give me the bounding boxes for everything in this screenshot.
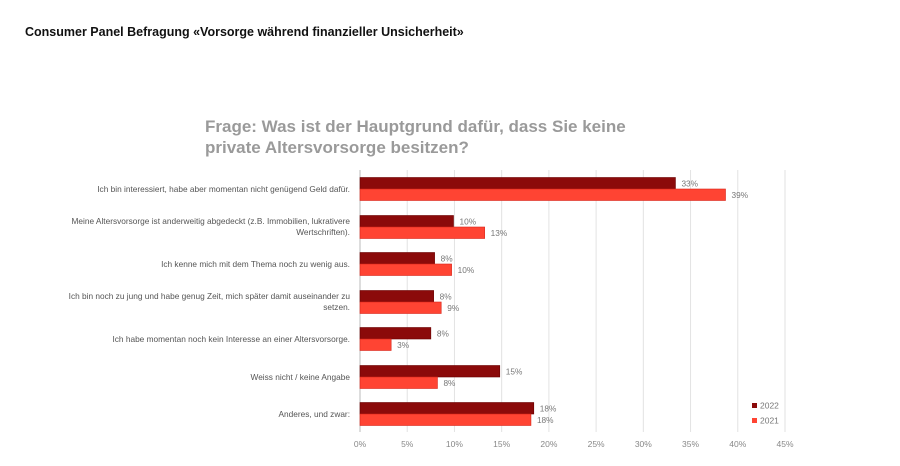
- bar-2022: [359, 402, 535, 415]
- bar-2022: [359, 365, 501, 378]
- bar-2022: [359, 215, 454, 228]
- category-label: Anderes, und zwar:: [278, 408, 350, 419]
- data-label: 15%: [506, 366, 523, 376]
- bar-2021: [359, 338, 392, 351]
- x-tick-label: 30%: [635, 439, 652, 449]
- x-tick-label: 35%: [682, 439, 699, 449]
- legend-swatch-2022: [752, 403, 757, 408]
- x-tick-label: 45%: [776, 439, 793, 449]
- data-label: 33%: [681, 178, 698, 188]
- category-label: Ich kenne mich mit dem Thema noch zu wen…: [161, 258, 350, 269]
- data-label: 18%: [537, 415, 554, 425]
- x-tick-label: 10%: [446, 439, 463, 449]
- legend-label: 2022: [760, 401, 779, 411]
- bar-2022: [359, 177, 676, 190]
- bar-2021: [359, 188, 726, 201]
- data-label: 3%: [397, 340, 410, 350]
- category-label: Meine Altersvorsorge ist anderweitig abg…: [71, 216, 350, 237]
- x-tick-label: 0%: [354, 439, 367, 449]
- bar-2022: [359, 290, 434, 303]
- data-label: 39%: [732, 190, 749, 200]
- bar-2021: [359, 263, 452, 276]
- chart-title: Frage: Was ist der Hauptgrund dafür, das…: [205, 117, 626, 157]
- data-label: 13%: [491, 228, 508, 238]
- category-label: Weiss nicht / keine Angabe: [250, 371, 350, 382]
- bar-2021: [359, 226, 485, 239]
- x-tick-label: 25%: [588, 439, 605, 449]
- category-label: Ich bin noch zu jung und habe genug Zeit…: [68, 291, 350, 312]
- bar-2021: [359, 376, 438, 389]
- page-title: Consumer Panel Befragung «Vorsorge währe…: [25, 25, 464, 39]
- category-label: Ich bin interessiert, habe aber momentan…: [97, 183, 350, 194]
- category-label: Ich habe momentan noch kein Interesse an…: [112, 333, 350, 344]
- x-tick-label: 20%: [540, 439, 557, 449]
- legend-label: 2021: [760, 416, 779, 426]
- data-label: 10%: [458, 265, 475, 275]
- data-label: 10%: [460, 216, 477, 226]
- bar-2021: [359, 301, 442, 314]
- data-label: 8%: [440, 291, 453, 301]
- data-label: 8%: [443, 378, 456, 388]
- data-label: 8%: [441, 253, 454, 263]
- data-label: 18%: [540, 403, 557, 413]
- bar-2022: [359, 327, 432, 340]
- x-tick-label: 40%: [729, 439, 746, 449]
- x-tick-label: 5%: [401, 439, 414, 449]
- bar-2022: [359, 252, 435, 265]
- data-label: 8%: [437, 328, 450, 338]
- x-tick-label: 15%: [493, 439, 510, 449]
- bar-2021: [359, 413, 532, 426]
- data-label: 9%: [447, 303, 460, 313]
- legend-swatch-2021: [752, 418, 757, 423]
